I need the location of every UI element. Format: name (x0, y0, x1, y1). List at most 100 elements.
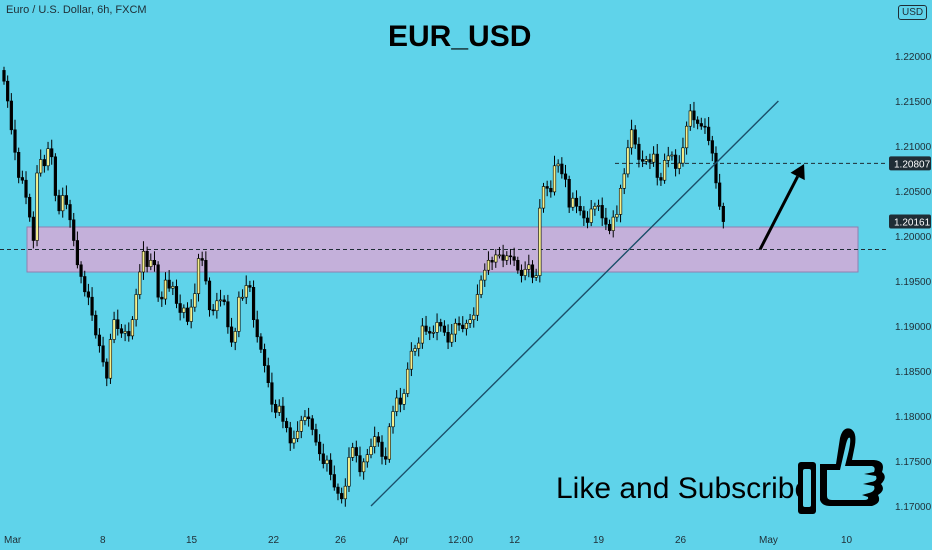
candle-body-up (299, 420, 303, 432)
candle-body-up (615, 214, 619, 218)
candle-body-up (130, 319, 135, 337)
candle-body-up (218, 299, 223, 302)
candle (373, 426, 377, 454)
candle-body-up (523, 268, 527, 276)
candle (152, 251, 157, 272)
candle-body-down (248, 285, 252, 288)
candle-body-up (644, 159, 648, 162)
candle-body-up (662, 160, 667, 181)
candle-body-up (171, 286, 175, 289)
candle (395, 390, 399, 417)
candle-body-up (303, 416, 307, 421)
candle (530, 260, 535, 284)
candle-body-down (384, 456, 388, 460)
candle-body-up (35, 172, 39, 241)
candle (79, 261, 83, 284)
chart-title: EUR_USD (388, 20, 532, 53)
candle (563, 164, 568, 188)
candle (648, 153, 652, 170)
x-tick-label: 12:00 (448, 535, 473, 546)
candle (94, 310, 98, 339)
candle (516, 256, 520, 274)
candle-body-down (116, 319, 120, 330)
candle (288, 421, 292, 451)
candle (119, 324, 124, 338)
candle-body-down (185, 307, 190, 322)
candle (72, 212, 76, 247)
candle-body-down (266, 365, 270, 384)
candle (497, 246, 502, 259)
candle (149, 253, 153, 271)
candle (31, 211, 35, 249)
candle (519, 264, 524, 283)
candle (431, 325, 435, 338)
candle (611, 210, 615, 238)
candle-body-down (446, 331, 450, 343)
candle-body-up (351, 447, 355, 458)
candle (600, 197, 604, 226)
candle (424, 315, 428, 335)
candle-body-down (262, 349, 267, 366)
candle-body-down (75, 240, 79, 266)
candle (637, 137, 641, 168)
candle-body-down (530, 264, 535, 278)
candle (6, 75, 10, 108)
candle-body-down (696, 119, 700, 124)
candle-body-up (571, 197, 575, 208)
candle (681, 137, 685, 167)
candle-body-up (618, 188, 623, 215)
candle (178, 294, 182, 321)
candle-body-down (178, 303, 182, 313)
candle-body-down (50, 148, 54, 158)
candle-body-up (666, 155, 670, 161)
candle-body-down (79, 264, 83, 277)
candle (571, 192, 575, 211)
candle (17, 147, 21, 184)
candle-body-up (149, 259, 153, 267)
candle (560, 157, 564, 179)
candle-body-up (464, 322, 469, 329)
candle-body-down (714, 152, 718, 184)
candle-body-down (512, 256, 516, 261)
candle (53, 153, 57, 202)
candle-body-up (622, 173, 626, 189)
candle (593, 202, 597, 216)
candle (171, 281, 175, 296)
candle (567, 175, 571, 213)
candle (391, 405, 395, 434)
currency-badge[interactable]: USD (898, 5, 928, 20)
candle-body-up (277, 405, 281, 413)
candle (714, 146, 718, 189)
candle-body-up (527, 264, 531, 270)
candle (123, 324, 127, 342)
x-tick-label: May (759, 535, 778, 546)
subscribe-callout: Like and Subscribe (556, 472, 812, 505)
candle (585, 211, 590, 229)
candle (248, 280, 252, 292)
candle-body-up (475, 294, 480, 316)
candle (644, 155, 648, 165)
candle (251, 280, 256, 328)
candle-body-down (20, 177, 24, 181)
candle (237, 291, 241, 338)
candle-body-down (226, 301, 230, 328)
candle-body-down (585, 217, 590, 223)
candle-body-down (207, 280, 212, 311)
candle (200, 251, 204, 267)
candle-body-up (670, 154, 674, 157)
candle (329, 453, 333, 481)
candle-body-down (567, 179, 571, 208)
candle-body-down (57, 195, 61, 212)
candle (39, 149, 43, 177)
price-label: 1.20161 (894, 218, 931, 229)
candle-body-down (710, 140, 714, 154)
candle-body-up (237, 296, 241, 332)
candle-body-down (90, 296, 94, 316)
candle (472, 307, 476, 328)
candle (281, 397, 285, 429)
candle-body-up (483, 269, 487, 281)
candle (101, 336, 105, 367)
candle (674, 149, 678, 177)
candle (596, 199, 601, 211)
